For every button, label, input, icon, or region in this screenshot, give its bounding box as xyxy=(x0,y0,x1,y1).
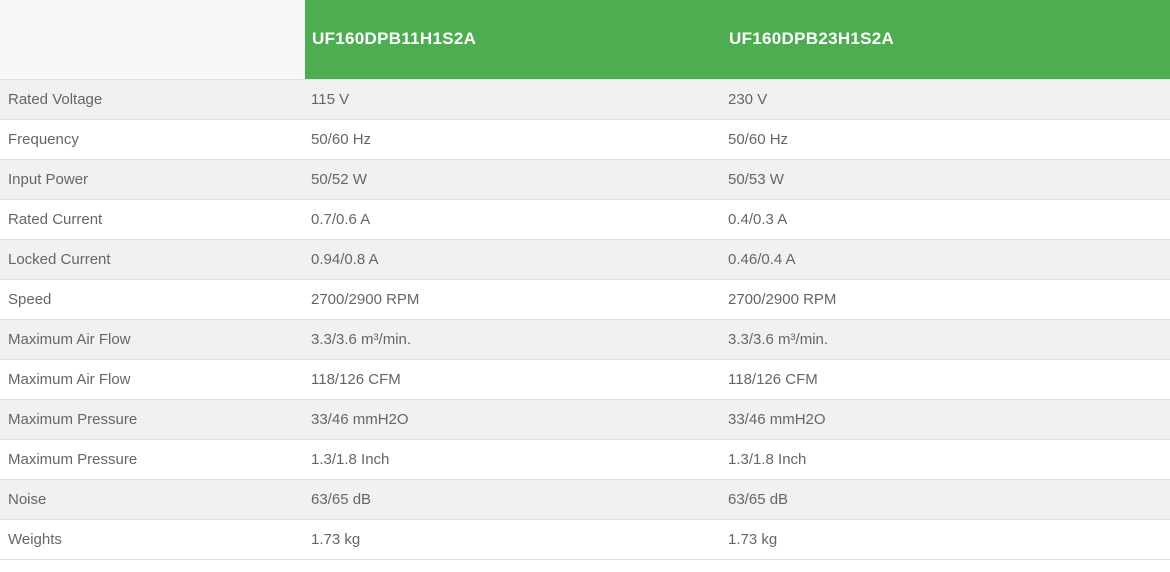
row-label: Frequency xyxy=(8,130,79,148)
row-value-model1: 50/52 W xyxy=(311,170,367,188)
row-value-model1: 63/65 dB xyxy=(311,490,372,508)
row-value-model2: 63/65 dB xyxy=(728,490,789,508)
table-row: Weights 1.73 kg 1.73 kg xyxy=(0,519,1170,559)
row-value-model1: 115 V xyxy=(311,90,350,108)
row-label: Weights xyxy=(8,530,62,548)
table-row: Rated Voltage 115 V 230 V xyxy=(0,79,1170,119)
table-row: Rated Current 0.7/0.6 A 0.4/0.3 A xyxy=(0,199,1170,239)
table-row: Maximum Air Flow 118/126 CFM 118/126 CFM xyxy=(0,359,1170,399)
row-value-model1: 2700/2900 RPM xyxy=(311,290,420,308)
row-label: Input Power xyxy=(8,170,89,188)
table-header-row: UF160DPB11H1S2A UF160DPB23H1S2A xyxy=(0,0,1170,79)
row-value-model1: 3.3/3.6 m³/min. xyxy=(311,330,412,348)
row-value-model2: 0.46/0.4 A xyxy=(728,250,796,268)
row-value-model1: 0.94/0.8 A xyxy=(311,250,379,268)
table-row: Input Power 50/52 W 50/53 W xyxy=(0,159,1170,199)
row-value-model2: 50/53 W xyxy=(728,170,784,188)
row-label: Maximum Air Flow xyxy=(8,330,131,348)
row-label: Speed xyxy=(8,290,52,308)
row-label: Rated Voltage xyxy=(8,90,103,108)
row-value-model1: 33/46 mmH2O xyxy=(311,410,409,428)
table-row: Maximum Air Flow 3.3/3.6 m³/min. 3.3/3.6 m… xyxy=(0,319,1170,359)
row-label: Maximum Air Flow xyxy=(8,370,131,388)
row-value-model2: 118/126 CFM xyxy=(728,370,818,388)
row-label: Noise xyxy=(8,490,47,508)
header-model-column-1: UF160DPB11H1S2A xyxy=(305,0,722,79)
row-value-model1: 1.73 kg xyxy=(311,530,361,548)
table-row: Speed 2700/2900 RPM 2700/2900 RPM xyxy=(0,279,1170,319)
spec-table-body: Rated Voltage 115 V 230 V Frequency 50/60 Hz… xyxy=(0,79,1170,559)
spec-comparison-table: UF160DPB11H1S2A UF160DPB23H1S2A Rated Vo… xyxy=(0,0,1170,559)
header-model-column-2: UF160DPB23H1S2A xyxy=(722,0,1170,79)
row-value-model2: 50/60 Hz xyxy=(728,130,789,148)
row-value-model2: 0.4/0.3 A xyxy=(728,210,788,228)
row-value-model2: 2700/2900 RPM xyxy=(728,290,837,308)
table-row: Frequency 50/60 Hz 50/60 Hz xyxy=(0,119,1170,159)
row-label: Maximum Pressure xyxy=(8,410,138,428)
row-label: Maximum Pressure xyxy=(8,450,138,468)
row-value-model2: 1.3/1.8 Inch xyxy=(728,450,807,468)
row-value-model2: 3.3/3.6 m³/min. xyxy=(728,330,829,348)
row-value-model1: 50/60 Hz xyxy=(311,130,372,148)
row-label: Locked Current xyxy=(8,250,111,268)
header-corner-cell xyxy=(0,0,305,79)
row-value-model2: 1.73 kg xyxy=(728,530,778,548)
row-value-model2: 33/46 mmH2O xyxy=(728,410,826,428)
row-value-model1: 118/126 CFM xyxy=(311,370,401,388)
row-value-model2: 230 V xyxy=(728,90,768,108)
table-row: Noise 63/65 dB 63/65 dB xyxy=(0,479,1170,519)
table-row: Locked Current 0.94/0.8 A 0.46/0.4 A xyxy=(0,239,1170,279)
table-row: Maximum Pressure 1.3/1.8 Inch 1.3/1.8 Inch xyxy=(0,439,1170,479)
row-label: Rated Current xyxy=(8,210,103,228)
table-row: Maximum Pressure 33/46 mmH2O 33/46 mmH2O xyxy=(0,399,1170,439)
row-value-model1: 0.7/0.6 A xyxy=(311,210,371,228)
row-value-model1: 1.3/1.8 Inch xyxy=(311,450,390,468)
